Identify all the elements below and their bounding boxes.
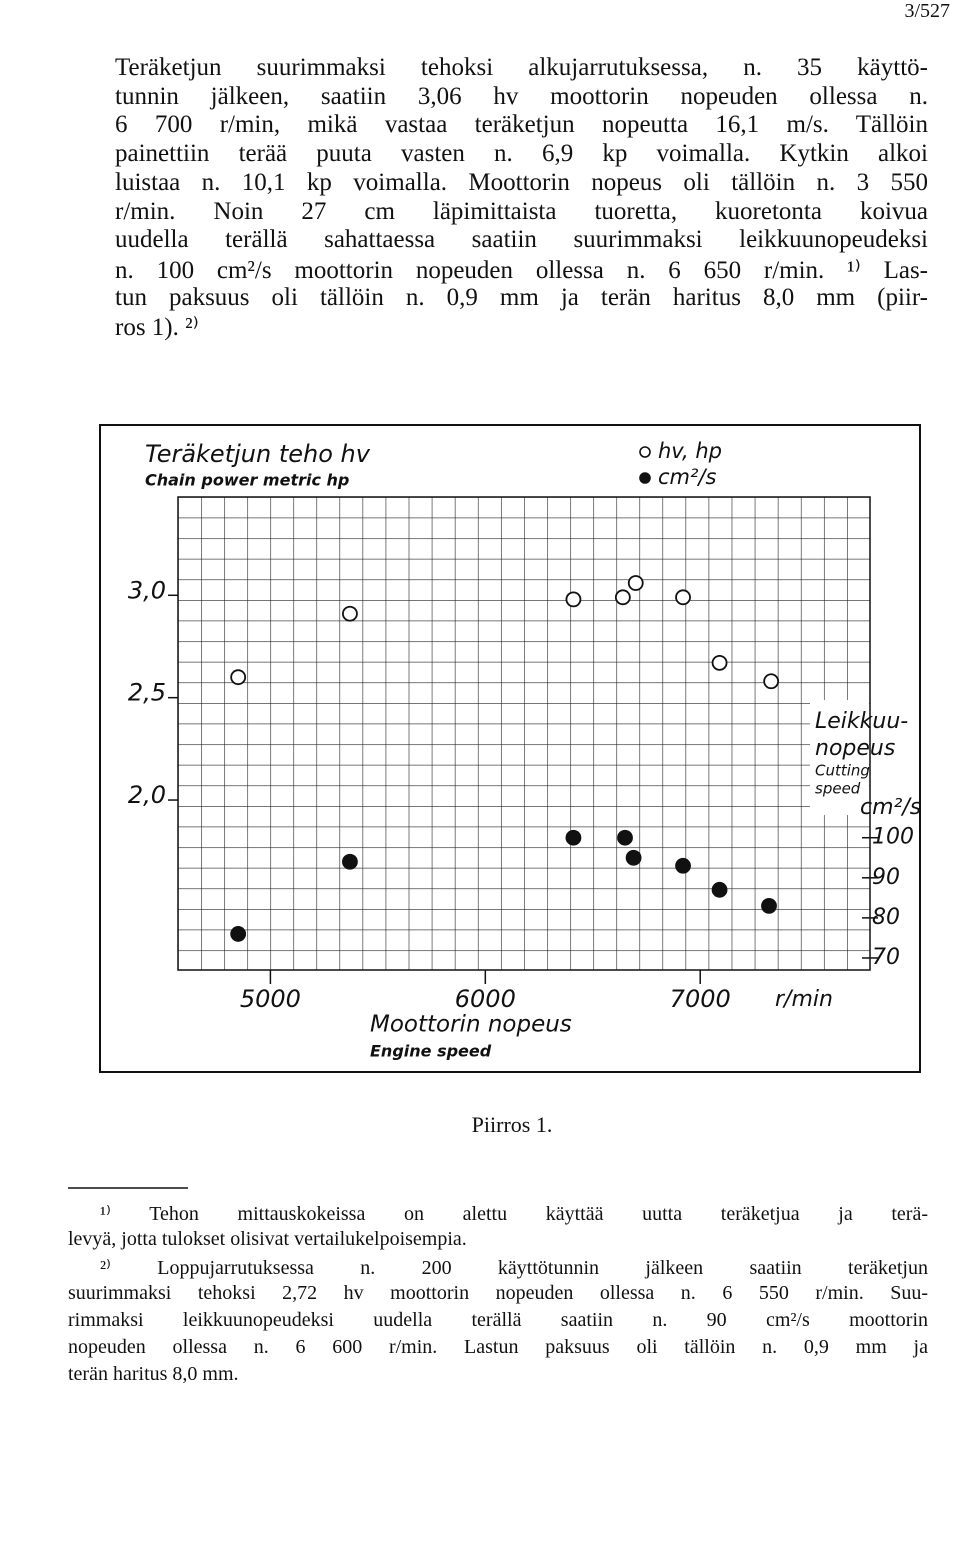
data-point — [614, 589, 631, 606]
page-number: 3/527 — [904, 0, 950, 22]
text-line: tunnin jälkeen, saatiin 3,06 hv moottori… — [115, 82, 928, 110]
footnote-line: ¹⁾ Tehon mittauskokeissa on alettu käytt… — [100, 1203, 928, 1225]
footnote-line: levyä, jotta tulokset olisivat vertailuk… — [68, 1228, 467, 1250]
data-point — [617, 829, 633, 846]
data-point — [761, 897, 777, 914]
legend-label: hv, hp — [658, 439, 722, 463]
x-tick-label: 5000 — [240, 985, 301, 1013]
y2-tick-label: 90 — [872, 865, 900, 890]
y-tick-label: 2,0 — [128, 781, 166, 809]
y2-label-en: speed — [815, 780, 861, 798]
data-point — [763, 673, 780, 690]
legend-label: cm²/s — [658, 465, 716, 489]
text-line: Teräketjun suurimmaksi tehoksi alkujarru… — [115, 54, 928, 81]
legend-marker — [639, 446, 651, 458]
text-line: ros 1). ²⁾ — [115, 314, 199, 342]
data-point — [675, 857, 691, 874]
data-point — [565, 591, 582, 608]
x-tick-label: 7000 — [670, 985, 731, 1013]
footnote-line: suurimmaksi tehoksi 2,72 hv moottorin no… — [68, 1282, 928, 1304]
data-point — [711, 654, 728, 671]
text-line: tun paksuus oli tällöin n. 0,9 mm ja ter… — [115, 283, 928, 311]
footnote-line: nopeuden ollessa n. 6 600 r/min. Lastun … — [68, 1336, 928, 1358]
x-label-en: Engine speed — [370, 1042, 492, 1061]
plot-grid — [177, 496, 871, 971]
x-label: Moottorin nopeus — [370, 1012, 572, 1038]
data-point — [627, 575, 644, 591]
y-tick-label: 3,0 — [128, 576, 166, 604]
text-line: 6 700 r/min, mikä vastaa teräketjun nope… — [115, 111, 928, 139]
x-unit: r/min — [775, 987, 833, 1012]
label-box — [810, 700, 869, 815]
data-point — [230, 669, 247, 686]
y2-label: nopeus — [815, 736, 895, 761]
y2-tick-label: 100 — [872, 825, 914, 850]
chart-subtitle: Chain power metric hp — [145, 471, 349, 490]
data-point — [230, 926, 247, 942]
y2-label-en: Cutting — [815, 762, 870, 780]
y2-unit: cm²/s — [860, 795, 921, 820]
text-line: uudella terällä sahattaessa saatiin suur… — [115, 226, 928, 254]
figure-caption: Piirros 1. — [471, 1112, 553, 1137]
figure-frame — [99, 424, 921, 1073]
y2-tick-label: 80 — [872, 905, 900, 930]
text-line: n. 100 cm²/s moottorin nopeuden ollessa … — [115, 256, 928, 284]
data-point — [625, 849, 642, 866]
footnote-line: terän haritus 8,0 mm. — [68, 1363, 239, 1385]
chart-title: Teräketjun teho hv — [145, 440, 371, 468]
y2-label: Leikkuu- — [815, 709, 908, 734]
data-point — [675, 589, 691, 606]
text-line: r/min. Noin 27 cm läpimittaista tuoretta… — [115, 197, 928, 225]
text-line: luistaa n. 10,1 kp voimalla. Moottorin n… — [115, 168, 928, 196]
footnote-line: rimmaksi leikkuunopeudeksi uudella teräl… — [68, 1309, 928, 1331]
x-tick-label: 6000 — [455, 985, 516, 1013]
y-tick-label: 2,5 — [128, 679, 166, 707]
data-point — [711, 881, 728, 898]
y2-tick-label: 70 — [872, 945, 900, 970]
data-point — [342, 605, 358, 622]
data-point — [342, 853, 358, 870]
text-line: painettiin terää puuta vasten n. 6,9 kp … — [115, 140, 928, 168]
legend-marker — [639, 472, 651, 484]
data-point — [565, 829, 582, 846]
footnote-line: ²⁾ Loppujarrutuksessa n. 200 käyttötunni… — [100, 1257, 928, 1279]
